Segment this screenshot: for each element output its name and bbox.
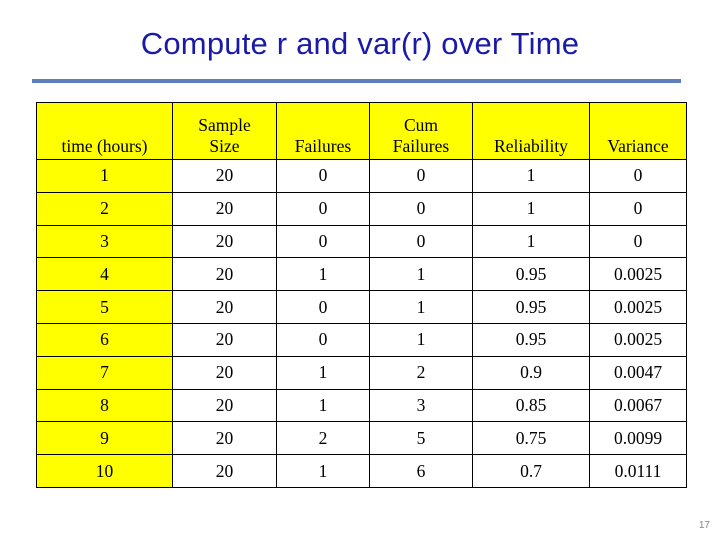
- time-cell: 2: [36, 191, 173, 226]
- header-cum-failures: Cum Failures: [369, 102, 473, 160]
- time-cell: 4: [36, 257, 173, 292]
- table-row: 4 20 1 1 0.95 0.0025: [36, 257, 687, 292]
- failures-cell: 0: [276, 159, 370, 193]
- variance-cell: 0: [589, 224, 687, 259]
- sample-size-cell: 20: [172, 421, 277, 456]
- sample-size-cell: 20: [172, 224, 277, 259]
- header-time: time (hours): [36, 102, 173, 160]
- variance-cell: 0.0067: [589, 388, 687, 423]
- reliability-cell: 1: [472, 191, 590, 226]
- reliability-cell: 0.95: [472, 290, 590, 324]
- time-cell: 6: [36, 322, 173, 357]
- title-underline: [32, 79, 681, 83]
- failures-cell: 1: [276, 454, 370, 488]
- time-cell: 5: [36, 290, 173, 324]
- table-row: 6 20 0 1 0.95 0.0025: [36, 322, 687, 357]
- time-cell: 8: [36, 388, 173, 423]
- sample-size-cell: 20: [172, 355, 277, 390]
- failures-cell: 0: [276, 191, 370, 226]
- header-reliability: Reliability: [472, 102, 590, 160]
- header-failures: Failures: [276, 102, 370, 160]
- variance-cell: 0.0111: [589, 454, 687, 488]
- cum-failures-cell: 0: [369, 191, 473, 226]
- table-row: 8 20 1 3 0.85 0.0067: [36, 388, 687, 423]
- cum-failures-cell: 2: [369, 355, 473, 390]
- reliability-table: time (hours) Sample Size Failures Cum Fail…: [36, 102, 687, 488]
- table-row: 3 20 0 0 1 0: [36, 224, 687, 259]
- reliability-cell: 0.9: [472, 355, 590, 390]
- sample-size-cell: 20: [172, 290, 277, 324]
- reliability-cell: 1: [472, 159, 590, 193]
- cum-failures-cell: 1: [369, 322, 473, 357]
- cum-failures-cell: 6: [369, 454, 473, 488]
- variance-cell: 0.0025: [589, 322, 687, 357]
- table-row: 1 20 0 0 1 0: [36, 159, 687, 193]
- table-row: 9 20 2 5 0.75 0.0099: [36, 421, 687, 456]
- cum-failures-cell: 1: [369, 257, 473, 292]
- reliability-cell: 0.95: [472, 257, 590, 292]
- table-row: 2 20 0 0 1 0: [36, 191, 687, 226]
- sample-size-cell: 20: [172, 322, 277, 357]
- table-row: 5 20 0 1 0.95 0.0025: [36, 290, 687, 324]
- time-cell: 10: [36, 454, 173, 488]
- reliability-cell: 0.7: [472, 454, 590, 488]
- variance-cell: 0.0047: [589, 355, 687, 390]
- cum-failures-cell: 3: [369, 388, 473, 423]
- time-cell: 3: [36, 224, 173, 259]
- failures-cell: 1: [276, 388, 370, 423]
- time-cell: 9: [36, 421, 173, 456]
- reliability-cell: 0.75: [472, 421, 590, 456]
- failures-cell: 0: [276, 290, 370, 324]
- table-row: 10 20 1 6 0.7 0.0111: [36, 454, 687, 488]
- variance-cell: 0.0099: [589, 421, 687, 456]
- page-number: 17: [698, 520, 710, 531]
- reliability-cell: 0.85: [472, 388, 590, 423]
- reliability-cell: 0.95: [472, 322, 590, 357]
- cum-failures-cell: 0: [369, 159, 473, 193]
- cum-failures-cell: 5: [369, 421, 473, 456]
- sample-size-cell: 20: [172, 454, 277, 488]
- variance-cell: 0.0025: [589, 257, 687, 292]
- variance-cell: 0: [589, 159, 687, 193]
- reliability-cell: 1: [472, 224, 590, 259]
- cum-failures-cell: 0: [369, 224, 473, 259]
- time-cell: 1: [36, 159, 173, 193]
- failures-cell: 0: [276, 322, 370, 357]
- time-cell: 7: [36, 355, 173, 390]
- sample-size-cell: 20: [172, 388, 277, 423]
- table-row: 7 20 1 2 0.9 0.0047: [36, 355, 687, 390]
- variance-cell: 0: [589, 191, 687, 226]
- slide-title: Compute r and var(r) over Time: [140, 26, 580, 61]
- sample-size-cell: 20: [172, 191, 277, 226]
- cum-failures-cell: 1: [369, 290, 473, 324]
- header-sample-size: Sample Size: [172, 102, 277, 160]
- failures-cell: 1: [276, 355, 370, 390]
- variance-cell: 0.0025: [589, 290, 687, 324]
- header-variance: Variance: [589, 102, 687, 160]
- failures-cell: 2: [276, 421, 370, 456]
- sample-size-cell: 20: [172, 257, 277, 292]
- header-row: time (hours) Sample Size Failures Cum Fail…: [36, 102, 687, 160]
- sample-size-cell: 20: [172, 159, 277, 193]
- failures-cell: 1: [276, 257, 370, 292]
- failures-cell: 0: [276, 224, 370, 259]
